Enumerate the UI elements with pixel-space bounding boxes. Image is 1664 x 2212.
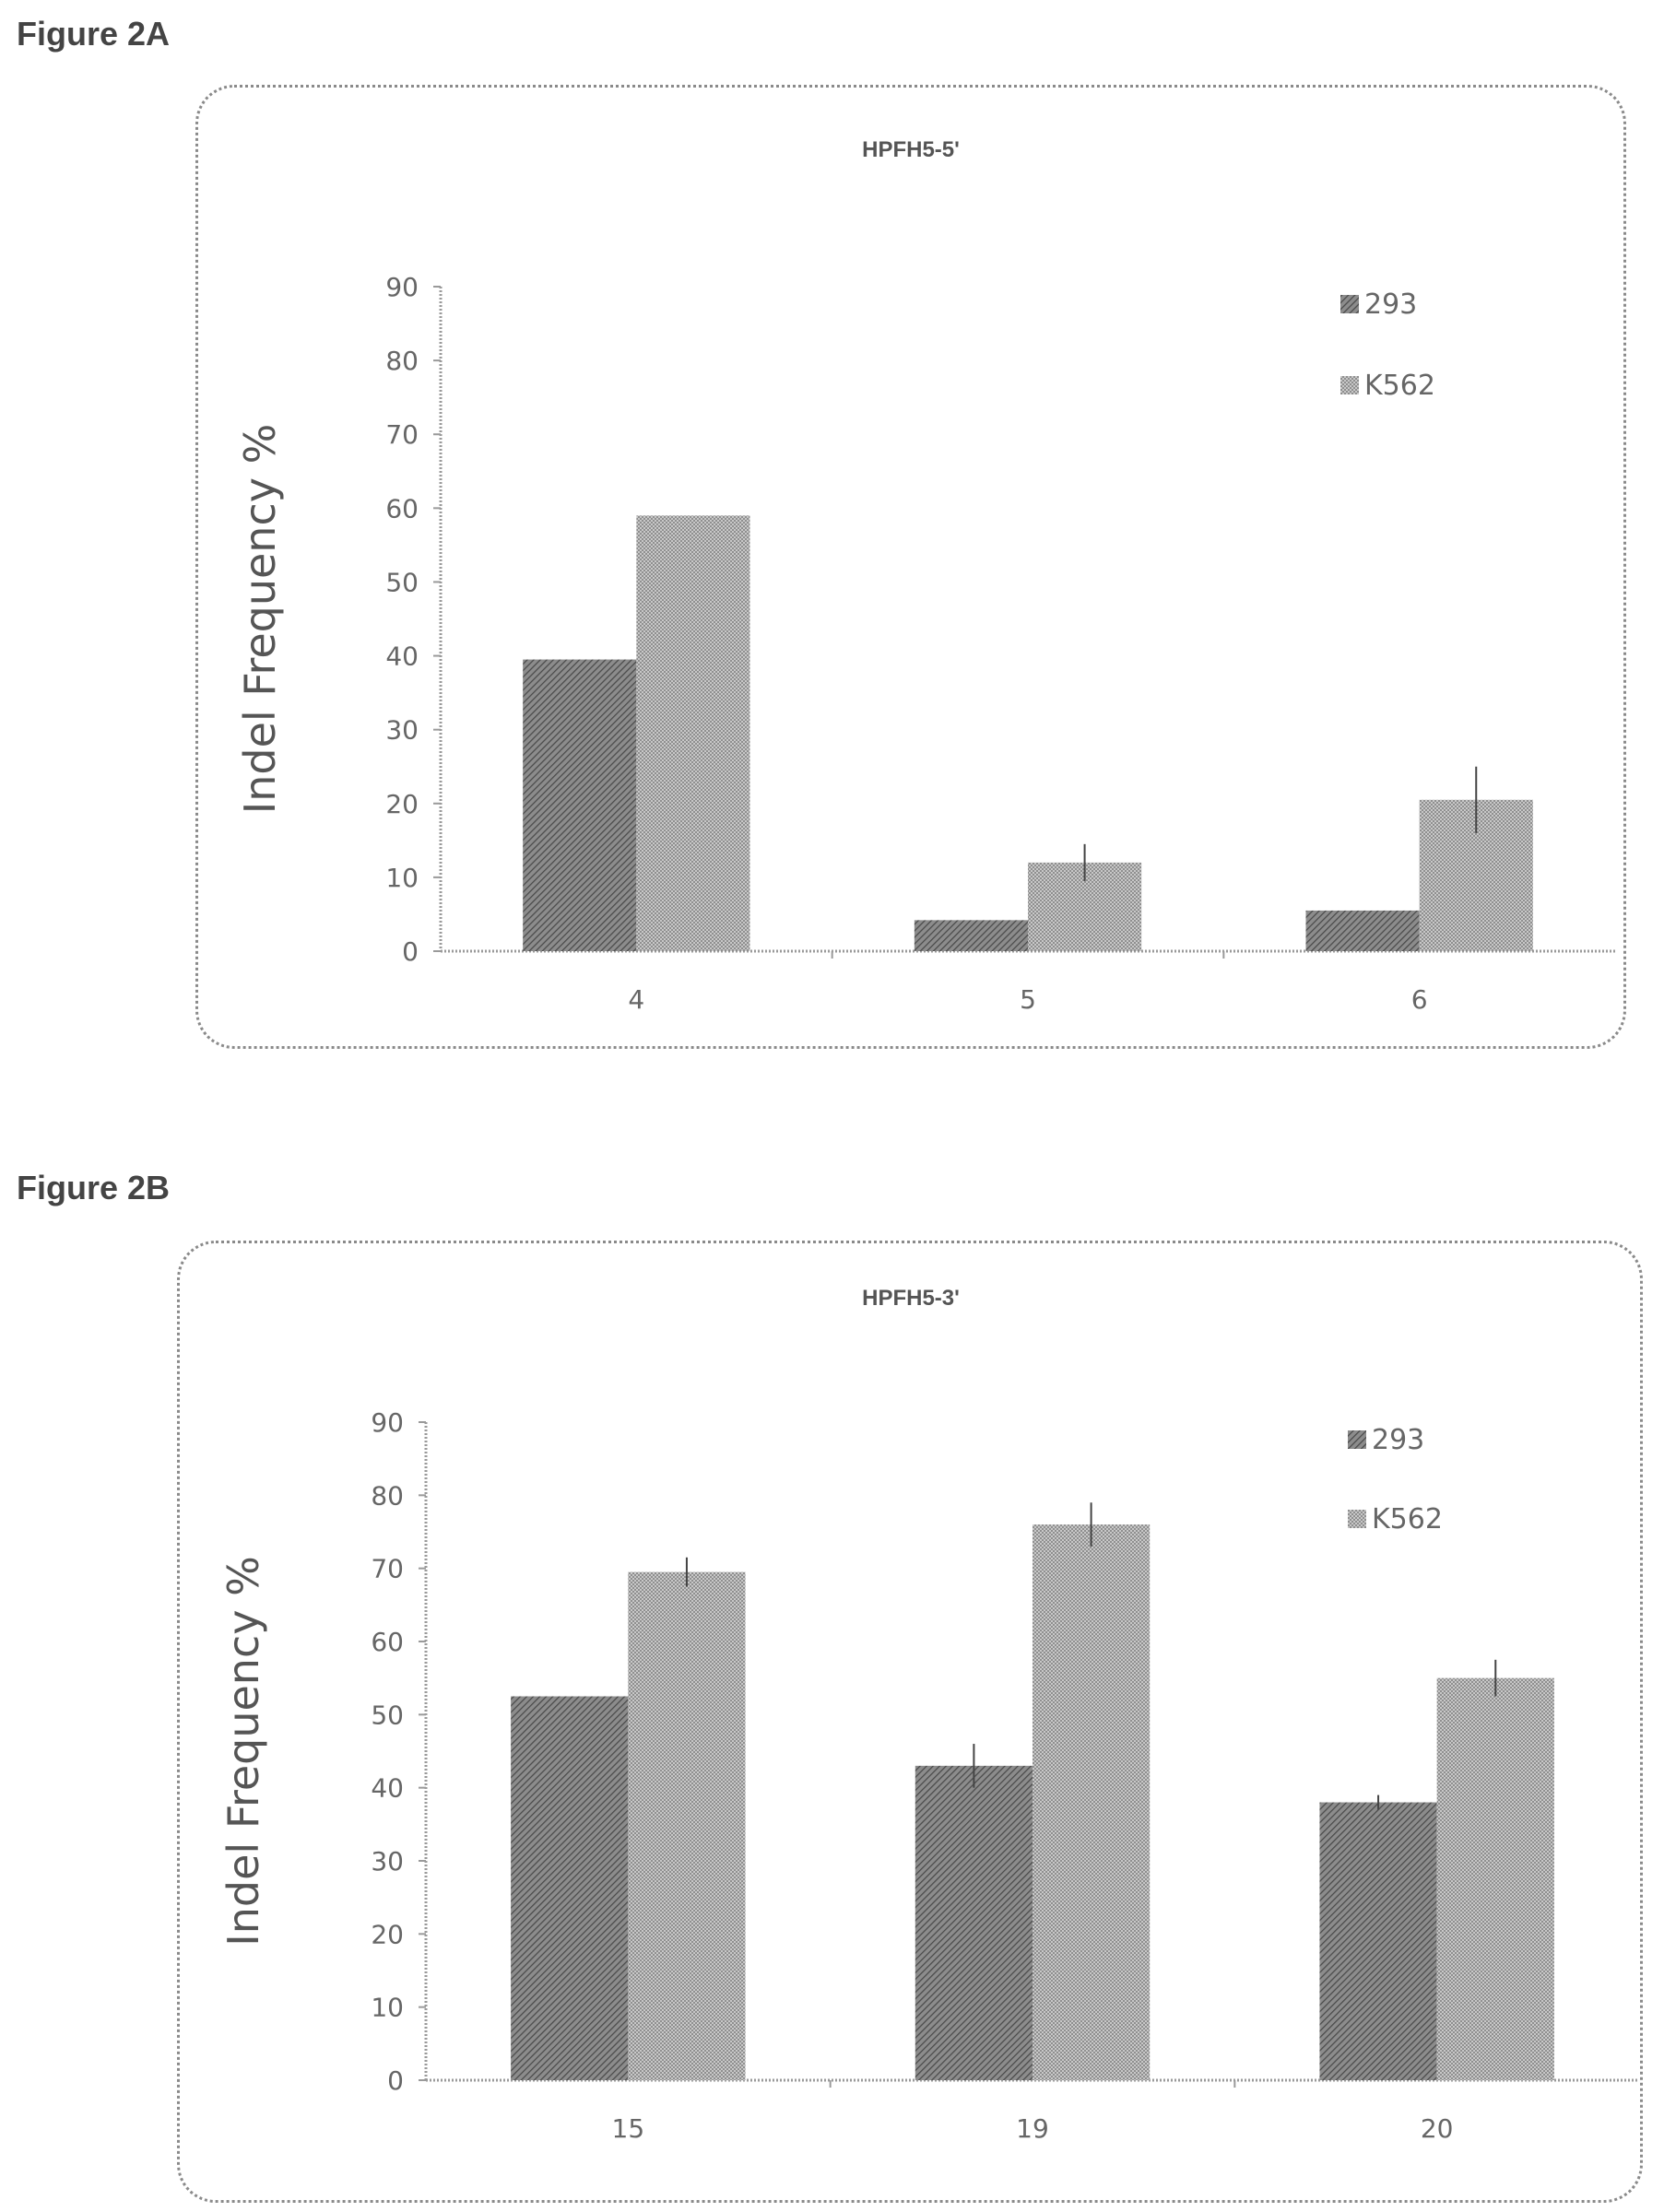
figure-2a-label: Figure 2A [17,15,171,53]
legend-label-293: 293 [1364,288,1417,321]
bar-293-19 [915,1765,1033,2080]
legend-label-k562: K562 [1364,370,1435,402]
chart-title: HPFH5-3' [862,1286,960,1311]
legend-swatch-293 [1348,1430,1366,1449]
bar-k562-20 [1436,1677,1554,2080]
y-tick-label: 80 [371,1480,404,1511]
y-tick-label: 10 [371,1993,404,2023]
bar-293-6 [1305,910,1420,951]
x-tick-label: 15 [612,2113,645,2144]
chart-panel-2a [195,85,1626,1049]
x-tick-label: 20 [1421,2113,1454,2144]
y-tick-label: 50 [371,1700,404,1730]
y-tick-label: 30 [385,715,419,746]
x-tick-label: 19 [1016,2113,1049,2144]
y-tick-label: 10 [385,863,419,893]
legend-label-293: 293 [1372,1424,1424,1456]
bar-k562-19 [1033,1524,1151,2080]
legend-label-k562: K562 [1372,1503,1443,1535]
y-tick-label: 60 [371,1627,404,1657]
legend-swatch-k562 [1340,376,1359,394]
bar-293-15 [511,1696,629,2080]
legend-swatch-k562 [1348,1510,1366,1528]
bar-k562-15 [628,1571,746,2080]
y-tick-label: 40 [371,1773,404,1804]
x-tick-label: 6 [1411,984,1428,1015]
y-tick-label: 0 [387,2065,404,2096]
figure-2b-label: Figure 2B [17,1169,171,1206]
y-tick-label: 20 [385,789,419,819]
y-tick-label: 90 [385,272,419,302]
y-tick-label: 80 [385,346,419,376]
y-tick-label: 30 [371,1846,404,1877]
bar-293-5 [914,920,1028,951]
y-tick-label: 40 [385,641,419,672]
y-tick-label: 0 [402,936,419,967]
y-tick-label: 50 [385,567,419,597]
y-tick-label: 20 [371,1919,404,1949]
x-tick-label: 5 [1020,984,1036,1015]
bar-293-4 [523,659,637,951]
x-tick-label: 4 [628,984,644,1015]
y-axis-label: Indel Frequency % [235,424,285,815]
legend-swatch-293 [1340,295,1359,313]
y-tick-label: 70 [371,1554,404,1584]
bar-k562-4 [636,515,750,951]
chart-title: HPFH5-5' [862,137,960,162]
y-tick-label: 60 [385,493,419,524]
bar-293-20 [1319,1802,1437,2080]
y-tick-label: 70 [385,419,419,450]
y-tick-label: 90 [371,1407,404,1438]
y-axis-label: Indel Frequency % [218,1556,268,1947]
